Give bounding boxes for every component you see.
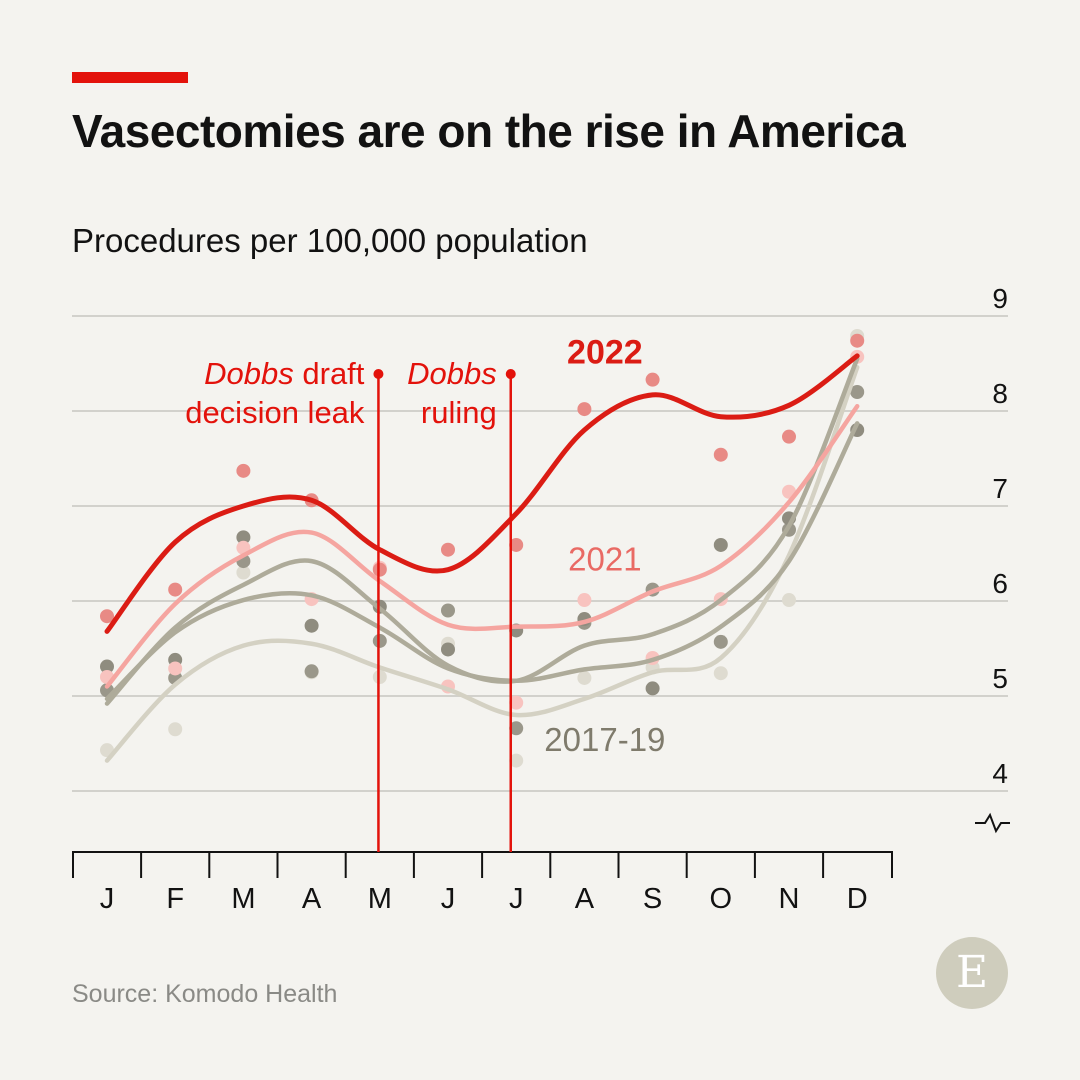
- y-tick-label: 4: [992, 758, 1008, 789]
- data-point: [168, 661, 183, 676]
- economist-logo: E: [936, 937, 1008, 1009]
- x-tick-label: M: [231, 883, 255, 915]
- annotation-label-line2: decision leak: [185, 395, 365, 430]
- data-point: [168, 722, 183, 737]
- data-point: [441, 542, 455, 557]
- data-point: [236, 463, 251, 478]
- data-point: [577, 593, 592, 608]
- x-tick-label: F: [166, 883, 184, 915]
- data-point: [236, 565, 251, 580]
- x-tick-label: J: [509, 883, 524, 915]
- data-point: [509, 753, 524, 768]
- series-comparison-2-group: [100, 423, 865, 696]
- data-point: [645, 681, 660, 696]
- data-point: [372, 670, 387, 684]
- data-point: [713, 634, 728, 649]
- data-point: [509, 721, 524, 736]
- y-tick-label: 7: [992, 473, 1008, 504]
- data-point: [713, 447, 728, 462]
- data-point: [645, 372, 660, 387]
- x-tick-label: D: [847, 883, 868, 915]
- chart-subtitle: Procedures per 100,000 population: [72, 222, 588, 259]
- logo-letter: E: [955, 947, 989, 998]
- x-tick-label: S: [643, 883, 662, 915]
- data-point: [372, 633, 387, 648]
- data-point: [577, 402, 592, 417]
- data-point: [441, 642, 455, 657]
- data-point: [713, 666, 728, 681]
- data-point: [577, 670, 592, 685]
- x-tick-label: A: [302, 883, 322, 915]
- data-point: [782, 429, 796, 444]
- y-tick-label: 8: [992, 378, 1008, 409]
- annotation-label-italic: Dobbs: [407, 356, 497, 391]
- data-point: [509, 537, 524, 552]
- data-point: [713, 537, 728, 552]
- trend-line-comparison-2: [104, 356, 860, 706]
- annotation-marker: [373, 369, 384, 379]
- accent-bar: [72, 72, 188, 83]
- data-point: [850, 385, 865, 399]
- y-tick-label: 9: [992, 283, 1008, 314]
- x-tick-label: O: [710, 883, 733, 915]
- source-note: Source: Komodo Health: [72, 980, 338, 1008]
- series-label: 2022: [567, 334, 643, 372]
- annotation-marker: [505, 369, 516, 379]
- data-point: [304, 664, 319, 679]
- data-point: [168, 582, 183, 597]
- data-point: [782, 593, 796, 608]
- annotation-label-line1: Dobbs: [407, 356, 497, 391]
- x-tick-label: M: [368, 883, 392, 915]
- y-tick-label: 5: [992, 663, 1008, 694]
- x-tick-label: J: [441, 883, 456, 915]
- data-point: [236, 530, 251, 545]
- data-point: [372, 562, 387, 577]
- annotation-label-line1: Dobbs draft: [204, 356, 365, 391]
- annotation-label-italic: Dobbs: [204, 356, 294, 391]
- data-point: [100, 609, 114, 624]
- series-label: 2021: [568, 541, 641, 578]
- x-tick-label: N: [779, 883, 800, 915]
- annotation-label-line2: ruling: [421, 395, 497, 430]
- trend-line-2022: [104, 353, 860, 634]
- axis-break-icon: [975, 812, 1010, 834]
- data-point: [441, 603, 455, 618]
- annotation-label-rest: draft: [294, 356, 365, 391]
- data-point: [100, 659, 114, 674]
- data-point: [850, 333, 865, 348]
- series-label: 2017-19: [544, 721, 665, 758]
- trend-line-2021: [104, 404, 860, 689]
- chart-title: Vasectomies are on the rise in America: [72, 105, 906, 157]
- data-point: [304, 618, 319, 633]
- trend-line-2017-19: [104, 365, 860, 763]
- x-tick-label: A: [575, 883, 595, 915]
- x-tick-label: J: [100, 883, 115, 915]
- y-tick-label: 6: [992, 568, 1008, 599]
- series-comparison-3-group: [100, 385, 865, 736]
- data-point: [509, 695, 524, 710]
